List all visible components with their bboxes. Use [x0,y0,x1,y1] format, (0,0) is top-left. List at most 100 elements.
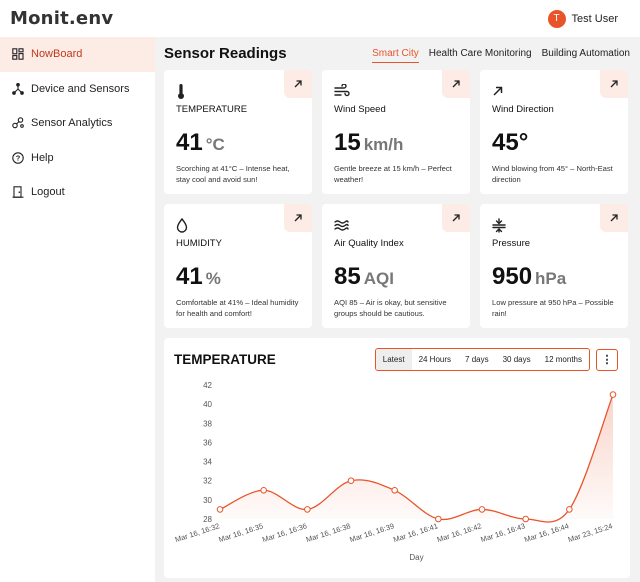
analytics-icon [12,117,24,129]
card-label: Air Quality Index [334,238,404,249]
sidebar-item-label: Device and Sensors [31,82,130,95]
y-tick-label: 28 [203,515,212,524]
sensor-card-pressure[interactable]: Pressure 950 hPa Low pressure at 950 hPa … [480,204,628,328]
sidebar-item-label: Logout [31,186,65,199]
open-details-arrow-icon[interactable] [600,204,628,232]
range-12-months-button[interactable]: 12 months [544,355,582,364]
tab-smart-city[interactable]: Smart City [372,44,419,63]
card-value: 41 [176,263,203,290]
data-point [478,506,486,513]
category-tabs: Smart City Health Care Monitoring Buildi… [372,44,630,63]
card-description: Gentle breeze at 15 km/h – Perfect weath… [334,164,452,184]
avatar[interactable]: T [547,9,566,28]
open-details-arrow-icon[interactable] [284,70,312,98]
y-tick-label: 30 [203,496,212,505]
dashboard-icon [12,48,24,60]
range-24-hours-button[interactable]: 24 Hours [418,355,452,364]
air-waves-icon [334,216,458,234]
svg-text:?: ? [16,153,21,162]
y-tick-label: 38 [203,419,212,428]
data-point [216,506,224,513]
sidebar-item-label: Help [31,151,54,164]
y-tick-label: 42 [203,381,212,390]
door-icon [12,186,24,198]
data-point [609,391,617,398]
x-tick-label: Mar 23, 15:24 [567,521,614,544]
sidebar: NowBoard Device and Sensors Sensor Analy… [0,37,155,582]
data-point [304,506,311,513]
app-logo[interactable]: Monit.env [10,8,114,29]
data-point [435,515,442,523]
y-tick-label: 34 [203,458,212,467]
sensor-card-humidity[interactable]: HUMIDITY 41% Comfortable at 41% – Ideal … [164,204,312,328]
card-label: Pressure [492,238,531,249]
more-options-button[interactable]: ⋮ [596,348,618,371]
open-details-arrow-icon[interactable] [600,70,628,98]
open-details-arrow-icon[interactable] [284,204,312,232]
x-tick-label: Mar 16, 16:43 [479,521,526,544]
y-tick-label: 36 [203,438,212,447]
range-latest-button[interactable]: Latest [375,349,412,370]
user-name[interactable]: Test User [571,12,618,25]
range-30-days-button[interactable]: 30 days [502,355,531,364]
card-unit: hPa [535,269,567,288]
card-label: Wind Direction [492,104,554,115]
data-point [260,486,267,494]
sensor-card-wind-speed[interactable]: Wind Speed 15 km/h Gentle breeze at 15 km… [322,70,470,194]
sidebar-item-help[interactable]: ? Help [0,141,155,176]
card-value: 15 [334,129,361,156]
card-description: Low pressure at 950 hPa – Possible rain! [492,298,614,318]
card-value: 41 [176,129,203,156]
x-tick-label: Mar 16, 16:36 [261,521,308,544]
droplet-icon [176,216,300,234]
tab-health-care-monitoring[interactable]: Health Care Monitoring [428,48,532,59]
card-label: HUMIDITY [176,238,222,249]
range-7-days-button[interactable]: 7 days [465,355,489,364]
sidebar-item-nowboard[interactable]: NowBoard [0,37,155,72]
x-tick-label: Mar 16, 16:35 [217,521,264,544]
data-point [566,506,573,513]
page-title: Sensor Readings [164,45,287,62]
y-tick-label: 40 [203,400,212,409]
temperature-chart-panel: TEMPERATURE Latest 24 Hours 7 days 30 da… [164,338,630,578]
card-unit: AQI [363,269,394,288]
sidebar-item-label: Sensor Analytics [31,117,113,130]
sensor-card-wind-direction[interactable]: Wind Direction 45° Wind blowing from 45°… [480,70,628,194]
x-tick-label: Mar 16, 16:39 [348,521,395,544]
open-details-arrow-icon[interactable] [442,70,470,98]
x-tick-label: Mar 16, 16:44 [523,521,570,544]
sensor-card-air-quality[interactable]: Air Quality Index 85 AQI AQI 85 – Air is … [322,204,470,328]
direction-arrow-icon [492,82,616,100]
help-icon: ? [12,152,24,164]
series-line [219,394,614,523]
card-value: 950 [492,263,533,290]
x-tick-label: Mar 16, 16:32 [174,521,221,544]
sensor-card-temperature[interactable]: TEMPERATURE 41 °C Scorching at 41°C – Int… [164,70,312,194]
card-value: 85 [334,263,361,290]
card-description: Comfortable at 41% – Ideal humidity for … [176,298,299,318]
card-value: 45° [492,129,529,156]
card-label: Wind Speed [334,104,386,115]
wind-icon [334,82,458,100]
card-unit: % [205,269,221,288]
open-details-arrow-icon[interactable] [442,204,470,232]
thermometer-icon [176,82,300,100]
data-point [391,486,398,494]
card-description: AQI 85 – Air is okay, but sensitive grou… [334,298,447,318]
data-point [522,515,529,523]
top-header: Monit.env T Test User [0,0,640,37]
sidebar-item-label: NowBoard [31,48,83,61]
y-tick-label: 32 [203,477,212,486]
x-tick-label: Mar 16, 16:38 [305,521,352,544]
sidebar-item-logout[interactable]: Logout [0,175,155,210]
sidebar-item-sensor-analytics[interactable]: Sensor Analytics [0,106,155,141]
sidebar-item-device-and-sensors[interactable]: Device and Sensors [0,72,155,107]
pressure-icon [492,216,616,234]
tab-building-automation[interactable]: Building Automation [541,48,630,59]
card-description: Wind blowing from 45° – North-East direc… [492,164,613,184]
time-range-selector: Latest 24 Hours 7 days 30 days 12 months [374,348,590,371]
card-label: TEMPERATURE [176,104,248,115]
user-menu[interactable]: T Test User [547,9,618,28]
card-description: Scorching at 41°C – Intense heat, stay c… [176,164,290,184]
